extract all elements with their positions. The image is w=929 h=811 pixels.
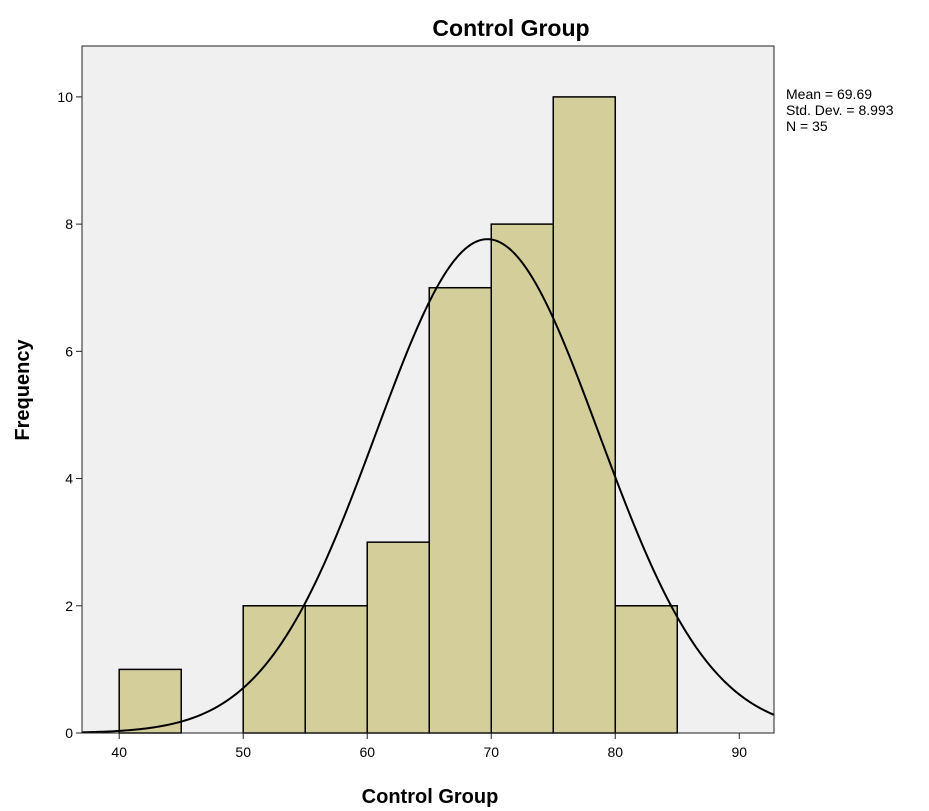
histogram-bar [366, 541, 430, 734]
y-tick-label: 10 [57, 89, 73, 105]
x-tick-label: 90 [731, 744, 747, 760]
x-tick-label: 40 [111, 744, 127, 760]
plot-frame [81, 45, 775, 734]
stat-std-dev: Std. Dev. = 8.993 [786, 102, 894, 118]
stats-box: Mean = 69.69 Std. Dev. = 8.993 N = 35 [786, 86, 894, 134]
chart-title: Control Group [432, 15, 589, 41]
x-axis-label: Control Group [362, 786, 499, 808]
y-tick-label: 4 [65, 471, 73, 487]
y-tick-label: 6 [65, 343, 73, 359]
x-tick-label: 70 [483, 744, 499, 760]
histogram-bar [304, 605, 368, 734]
y-axis: 0 2 4 6 8 10 [57, 89, 82, 741]
stat-mean: Mean = 69.69 [786, 86, 872, 102]
y-tick-label: 8 [65, 216, 73, 232]
x-tick-label: 60 [359, 744, 375, 760]
bars-layer [118, 96, 679, 734]
x-axis: 40 50 60 70 80 90 [111, 733, 747, 760]
y-tick-label: 2 [65, 598, 73, 614]
stat-n: N = 35 [786, 118, 828, 134]
histogram-bar [614, 605, 679, 734]
histogram-bar [118, 668, 182, 734]
normal-curve [81, 238, 775, 734]
x-tick-label: 80 [607, 744, 623, 760]
y-axis-label: Frequency [12, 339, 34, 441]
histogram-bar [552, 96, 617, 734]
histogram-bar [428, 286, 492, 734]
histogram-bar [242, 605, 306, 734]
y-tick-label: 0 [65, 725, 73, 741]
x-tick-label: 50 [235, 744, 251, 760]
